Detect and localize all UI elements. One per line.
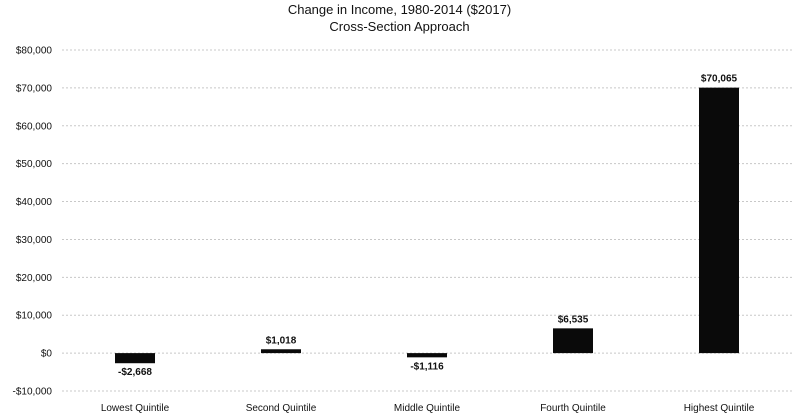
y-tick-label: $0 — [41, 349, 53, 360]
y-tick-label: $80,000 — [16, 46, 53, 57]
bar-fourth-quintile — [553, 328, 593, 354]
y-tick-label: $30,000 — [16, 235, 53, 246]
x-tick-label: Highest Quintile — [684, 403, 755, 414]
y-tick-label: $50,000 — [16, 159, 53, 170]
data-label: $1,018 — [266, 335, 297, 346]
bar-second-quintile — [261, 349, 301, 354]
bar-middle-quintile — [407, 353, 447, 358]
data-label: $6,535 — [558, 314, 589, 325]
data-label: -$1,116 — [410, 361, 444, 372]
y-tick-label: $60,000 — [16, 121, 53, 132]
x-tick-label: Second Quintile — [246, 403, 317, 414]
chart-title: Change in Income, 1980-2014 ($2017) — [287, 2, 512, 17]
y-tick-label: $10,000 — [16, 311, 53, 322]
x-tick-label: Middle Quintile — [394, 403, 461, 414]
bar-highest-quintile — [699, 87, 739, 354]
y-tick-label: $70,000 — [16, 83, 53, 94]
data-label: $70,065 — [701, 74, 738, 85]
data-label: -$2,668 — [118, 367, 152, 378]
x-tick-label: Fourth Quintile — [540, 403, 606, 414]
bar-lowest-quintile — [115, 353, 155, 364]
x-tick-label: Lowest Quintile — [101, 403, 170, 414]
y-tick-label: -$10,000 — [13, 387, 53, 398]
chart-subtitle: Cross-Section Approach — [329, 19, 470, 34]
y-tick-label: $40,000 — [16, 197, 53, 208]
y-tick-label: $20,000 — [16, 273, 53, 284]
